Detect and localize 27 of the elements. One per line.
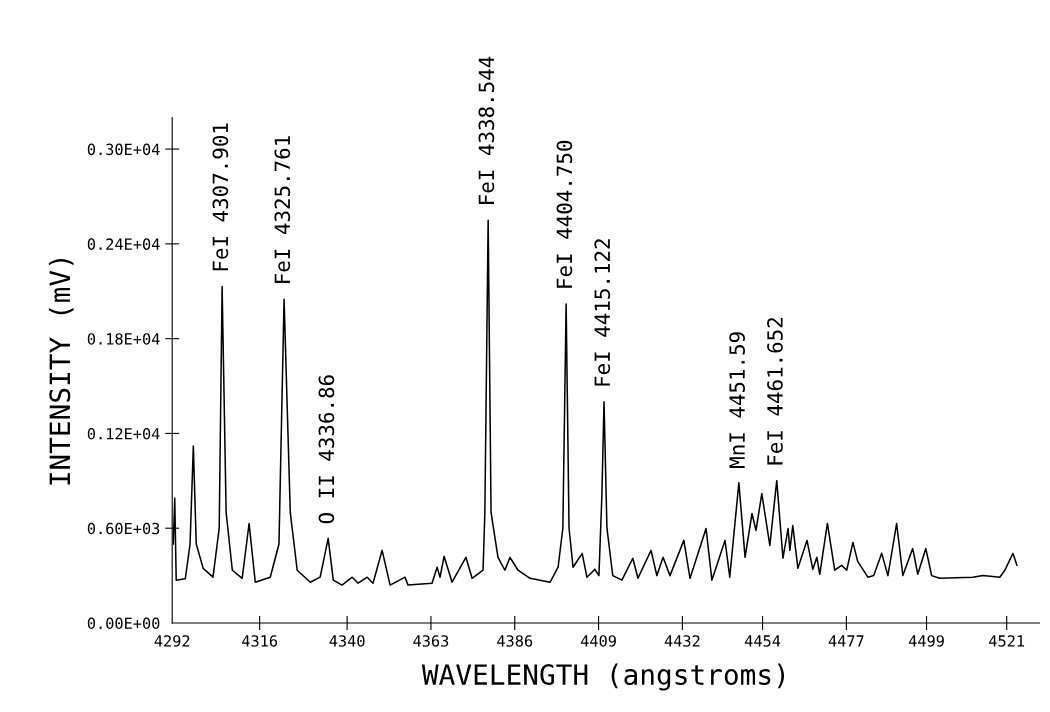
annotation: FeI 4404.750 <box>556 140 573 288</box>
annotation: FeI 4415.122 <box>594 239 611 386</box>
y-tick-label: 0.18E+04 <box>87 333 160 345</box>
x-tick-label: 4340 <box>329 635 365 647</box>
y-axis-title: INTENSITY (mV) <box>48 258 74 485</box>
y-tick-label: 0.24E+04 <box>87 238 160 250</box>
x-tick-label: 4292 <box>154 635 190 647</box>
x-tick-label: 4499 <box>908 635 944 647</box>
y-tick-label: 0.12E+04 <box>87 427 160 440</box>
annotation: FeI 4338.544 <box>478 56 495 204</box>
x-axis-title: WAVELENGTH (angstroms) <box>421 663 785 691</box>
y-tick-label: 0.60E+03 <box>87 522 160 535</box>
annotation: O II 4336.86 <box>318 375 335 524</box>
y-tick-label: 0.00E+00 <box>87 617 160 630</box>
x-tick-label: 4432 <box>664 635 700 647</box>
annotation: FeI 4307.901 <box>212 123 229 271</box>
x-tick-label: 4363 <box>413 635 449 647</box>
annotation: FeI 4325.761 <box>274 136 291 283</box>
annotation: FeI 4461.652 <box>767 318 783 465</box>
x-tick-label: 4409 <box>580 635 616 647</box>
annotation: MnI 4451.59 <box>729 332 745 468</box>
x-tick-label: 4521 <box>989 635 1025 647</box>
x-tick-label: 4316 <box>242 635 278 647</box>
y-tick-label: 0.30E+04 <box>87 143 160 156</box>
x-tick-label: 4386 <box>497 635 533 647</box>
x-tick-label: 4477 <box>828 635 864 647</box>
x-tick-label: 4454 <box>744 635 781 647</box>
